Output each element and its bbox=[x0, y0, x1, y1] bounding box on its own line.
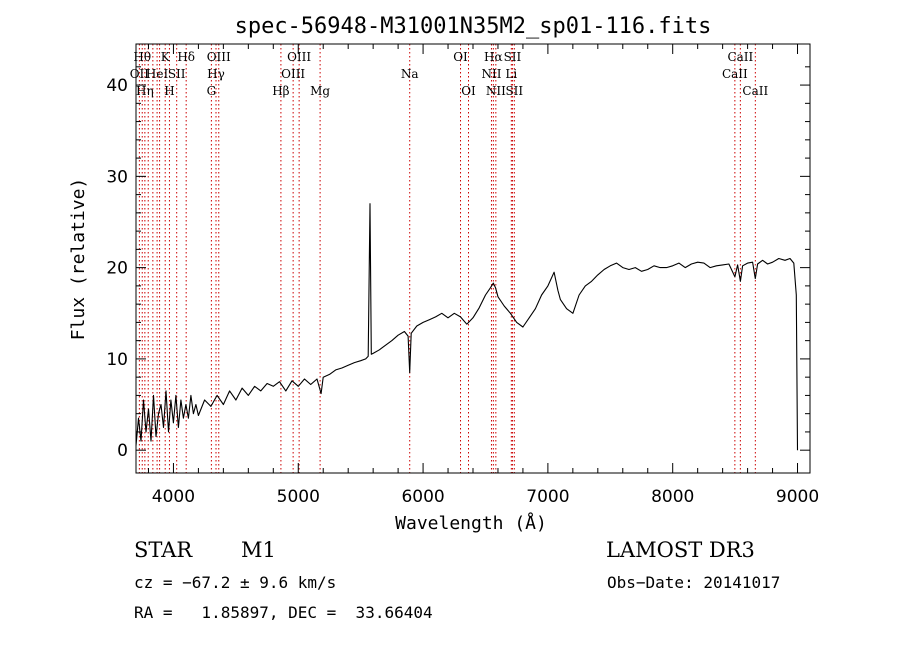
marker-label-29: CaII bbox=[742, 84, 768, 98]
x-tick-label-7000: 7000 bbox=[526, 487, 569, 507]
marker-label-19: OI bbox=[453, 50, 468, 64]
obs-date: Obs−Date: 20141017 bbox=[607, 573, 781, 592]
y-tick-label-20: 20 bbox=[106, 259, 128, 279]
y-axis-label: Flux (relative) bbox=[68, 178, 89, 341]
marker-label-1: Hθ bbox=[133, 50, 151, 64]
marker-label-26: SII bbox=[505, 84, 523, 98]
series-spectrum bbox=[135, 203, 799, 451]
marker-label-27: CaII bbox=[722, 67, 748, 81]
marker-label-23: NII bbox=[486, 84, 506, 98]
y-tick-label-0: 0 bbox=[117, 441, 128, 461]
marker-label-15: OIII bbox=[281, 67, 305, 81]
x-axis: 4000 5000 6000 7000 8000 9000 bbox=[147, 44, 819, 507]
marker-label-9: SII bbox=[168, 67, 186, 81]
marker-labels: OII Hθ Hη HeI K H SII Hδ G Hγ OIII Hβ OIII OIII Mg Na OI… bbox=[130, 50, 769, 98]
marker-label-2: Hη bbox=[136, 84, 154, 98]
x-tick-label-9000: 9000 bbox=[776, 487, 819, 507]
marker-label-25: SII bbox=[504, 50, 522, 64]
x-axis-label: Wavelength (Å) bbox=[395, 512, 547, 534]
marker-label-7: K bbox=[161, 50, 171, 64]
marker-label-8: H bbox=[164, 84, 174, 98]
y-tick-label-40: 40 bbox=[106, 76, 128, 96]
coordinates: RA = 1.85897, DEC = 33.66404 bbox=[134, 603, 433, 622]
marker-label-14: Hβ bbox=[272, 84, 289, 98]
marker-label-21: NII bbox=[481, 67, 501, 81]
redshift-text: cz = −67.2 ± 9.6 km/s bbox=[134, 573, 337, 592]
marker-label-28: CaII bbox=[727, 50, 753, 64]
marker-label-0: OII bbox=[130, 67, 150, 81]
marker-label-20: OI bbox=[461, 84, 476, 98]
marker-label-22: Hα bbox=[484, 50, 503, 64]
marker-label-24: Li bbox=[505, 67, 517, 81]
marker-label-11: G bbox=[207, 84, 217, 98]
marker-label-12: Hγ bbox=[207, 67, 225, 81]
marker-label-17: Mg bbox=[310, 84, 330, 98]
object-class: STAR bbox=[134, 538, 193, 562]
survey-name: LAMOST DR3 bbox=[606, 538, 755, 562]
marker-label-13: OIII bbox=[207, 50, 231, 64]
chart-title: spec-56948-M31001N35M2_sp01-116.fits bbox=[235, 14, 712, 39]
y-tick-label-10: 10 bbox=[106, 350, 128, 370]
marker-label-5: HeI bbox=[146, 67, 169, 81]
x-tick-label-6000: 6000 bbox=[401, 487, 444, 507]
plot-frame bbox=[135, 43, 811, 474]
marker-label-10: Hδ bbox=[177, 50, 195, 64]
x-tick-label-8000: 8000 bbox=[651, 487, 694, 507]
marker-label-16: OIII bbox=[287, 50, 311, 64]
x-tick-label-5000: 5000 bbox=[277, 487, 320, 507]
object-subclass: M1 bbox=[241, 538, 276, 562]
y-axis: 0 10 20 30 40 bbox=[106, 66, 810, 461]
series-layer bbox=[135, 203, 799, 451]
marker-label-18: Na bbox=[401, 67, 419, 81]
y-tick-label-30: 30 bbox=[106, 167, 128, 187]
x-tick-label-4000: 4000 bbox=[152, 487, 195, 507]
spectral-line-markers bbox=[138, 44, 756, 473]
